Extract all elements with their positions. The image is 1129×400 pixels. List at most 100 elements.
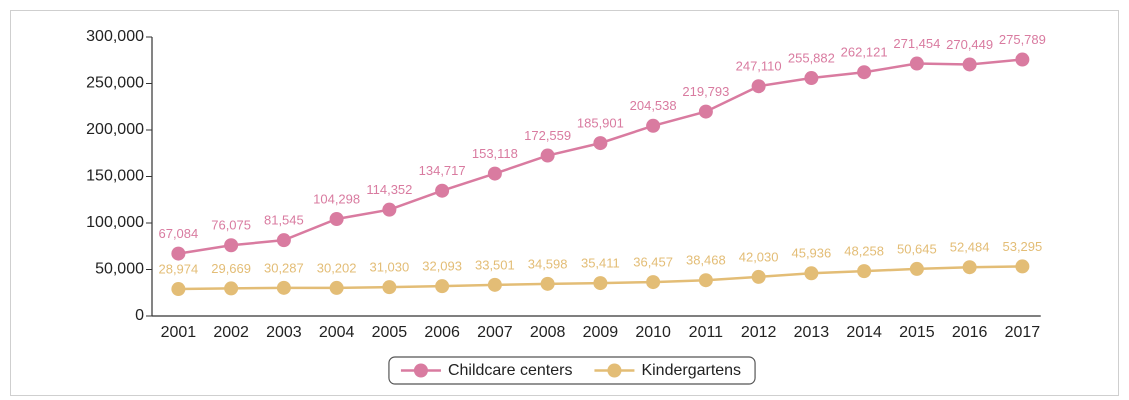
data-point (804, 266, 819, 281)
data-point (646, 275, 661, 290)
data-point (435, 279, 450, 294)
x-tick-label: 2002 (213, 324, 249, 341)
data-label: 270,449 (946, 37, 993, 52)
data-label: 81,545 (264, 213, 304, 228)
legend-label: Kindergartens (641, 362, 741, 379)
data-label: 262,121 (841, 45, 888, 60)
x-tick-label: 2013 (794, 324, 830, 341)
data-point (382, 202, 397, 217)
data-point (751, 269, 766, 284)
data-label: 36,457 (633, 255, 673, 270)
data-point (540, 276, 555, 291)
y-tick-label: 50,000 (95, 261, 144, 278)
data-point (329, 212, 344, 227)
data-point (1015, 259, 1030, 274)
data-point (857, 65, 872, 80)
x-tick-label: 2006 (424, 324, 460, 341)
data-point (909, 261, 924, 276)
data-point (487, 277, 502, 292)
x-tick-label: 2010 (635, 324, 671, 341)
data-label: 67,084 (158, 226, 198, 241)
data-label: 45,936 (791, 246, 831, 261)
data-label: 53,295 (1002, 239, 1042, 254)
legend-box (388, 356, 756, 385)
data-point (224, 238, 239, 253)
data-point (698, 273, 713, 288)
data-label: 34,598 (528, 256, 568, 271)
data-label: 30,287 (264, 260, 304, 275)
y-tick-label: 200,000 (86, 121, 144, 138)
x-tick-label: 2004 (319, 324, 355, 341)
data-point (171, 282, 186, 297)
x-tick-label: 2014 (846, 324, 882, 341)
x-tick-label: 2016 (952, 324, 988, 341)
x-tick-label: 2017 (1005, 324, 1041, 341)
data-point (593, 276, 608, 291)
data-label: 35,411 (581, 256, 620, 271)
data-label: 50,645 (897, 241, 937, 256)
data-label: 271,454 (893, 36, 940, 51)
frame (10, 10, 1119, 396)
y-tick-label: 150,000 (86, 168, 144, 185)
x-tick-label: 2015 (899, 324, 935, 341)
legend-marker (607, 363, 622, 378)
data-label: 52,484 (950, 240, 990, 255)
data-point (435, 183, 450, 198)
data-point (857, 264, 872, 279)
data-label: 247,110 (736, 59, 782, 74)
data-label: 31,030 (369, 260, 409, 275)
legend-marker (413, 363, 428, 378)
data-label: 42,030 (739, 249, 779, 264)
data-point (276, 233, 291, 248)
x-tick-label: 2011 (689, 324, 724, 341)
data-label: 219,793 (682, 84, 729, 99)
data-label: 76,075 (211, 218, 251, 233)
data-label: 185,901 (577, 116, 624, 131)
y-tick-label: 100,000 (86, 214, 144, 231)
data-label: 114,352 (366, 182, 412, 197)
x-tick-label: 2008 (530, 324, 566, 341)
data-point (646, 118, 661, 133)
data-label: 172,559 (524, 128, 571, 143)
data-point (962, 57, 977, 72)
x-tick-label: 2009 (583, 324, 619, 341)
x-tick-label: 2001 (161, 324, 197, 341)
legend: Childcare centers Kindergartens (388, 356, 756, 385)
data-label: 255,882 (788, 50, 835, 65)
data-point (329, 280, 344, 295)
data-label: 28,974 (158, 261, 198, 276)
data-label: 134,717 (419, 163, 466, 178)
x-tick-label: 2003 (266, 324, 302, 341)
data-label: 153,118 (472, 146, 518, 161)
data-label: 48,258 (844, 244, 884, 259)
data-label: 38,468 (686, 253, 726, 268)
data-label: 204,538 (630, 98, 677, 113)
data-label: 29,669 (211, 261, 251, 276)
data-point (751, 79, 766, 94)
data-label: 33,501 (475, 257, 515, 272)
y-tick-label: 250,000 (86, 75, 144, 92)
data-label: 30,202 (317, 260, 357, 275)
data-point (382, 280, 397, 295)
legend-label: Childcare centers (448, 362, 573, 379)
y-tick-label: 300,000 (86, 28, 144, 45)
data-label: 32,093 (422, 259, 462, 274)
data-point (1015, 52, 1030, 67)
x-tick-label: 2007 (477, 324, 513, 341)
data-point (909, 56, 924, 71)
data-point (487, 166, 502, 181)
x-tick-label: 2012 (741, 324, 777, 341)
data-point (962, 260, 977, 275)
data-point (276, 280, 291, 295)
data-point (593, 136, 608, 151)
data-point (171, 246, 186, 261)
data-point (698, 104, 713, 119)
y-tick-label: 0 (135, 307, 144, 324)
data-point (224, 281, 239, 296)
data-point (804, 71, 819, 86)
data-label: 275,789 (999, 32, 1046, 47)
data-label: 104,298 (313, 191, 360, 206)
x-tick-label: 2005 (372, 324, 408, 341)
data-point (540, 148, 555, 163)
